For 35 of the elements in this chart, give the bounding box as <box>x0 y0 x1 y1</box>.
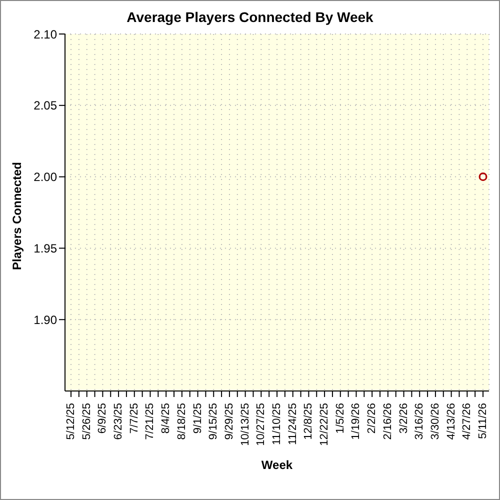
x-tick-label: 6/23/25 <box>112 403 125 440</box>
y-tick-label: 2.10 <box>34 27 58 42</box>
x-tick-label: 9/29/25 <box>223 403 236 440</box>
y-tick-label: 1.95 <box>34 241 58 256</box>
x-tick-label: 10/13/25 <box>239 403 252 446</box>
x-tick-label: 4/27/26 <box>461 403 474 440</box>
x-tick-label: 2/2/26 <box>366 403 378 434</box>
x-tick-label: 10/27/25 <box>255 403 268 446</box>
x-tick-label: 2/16/26 <box>382 403 394 440</box>
x-tick-label: 9/1/25 <box>192 403 204 434</box>
x-tick-label: 7/21/25 <box>144 403 156 440</box>
x-tick-label: 3/2/26 <box>398 403 410 434</box>
x-tick-label: 12/22/25 <box>318 403 331 446</box>
x-tick-label: 1/5/26 <box>334 403 346 434</box>
x-tick-label: 4/13/26 <box>445 403 458 440</box>
x-tick-label: 9/15/25 <box>208 403 220 440</box>
y-tick-label: 2.05 <box>34 98 58 113</box>
x-tick-label: 8/4/25 <box>160 403 172 434</box>
x-tick-label: 7/7/25 <box>128 403 140 434</box>
x-tick-label: 5/11/26 <box>477 403 489 439</box>
chart-title: Average Players Connected By Week <box>126 9 374 25</box>
x-tick-label: 3/30/26 <box>429 403 442 440</box>
y-tick-label: 1.90 <box>34 312 58 327</box>
x-axis-title: Week <box>260 458 294 472</box>
x-tick-label: 5/26/25 <box>80 403 93 440</box>
x-tick-label: 1/19/26 <box>350 403 362 440</box>
y-axis-title: Players Connected <box>10 162 24 270</box>
x-tick-label: 8/18/25 <box>176 403 188 440</box>
x-tick-label: 11/24/25 <box>286 403 299 446</box>
x-tick-label: 3/16/26 <box>414 403 426 440</box>
x-tick-label: 6/9/25 <box>96 403 109 434</box>
y-tick-label: 2.00 <box>34 170 58 184</box>
x-tick-label: 11/10/25 <box>271 403 283 446</box>
x-tick-label: 12/8/25 <box>302 403 315 440</box>
x-tick-label: 5/12/25 <box>65 403 77 440</box>
